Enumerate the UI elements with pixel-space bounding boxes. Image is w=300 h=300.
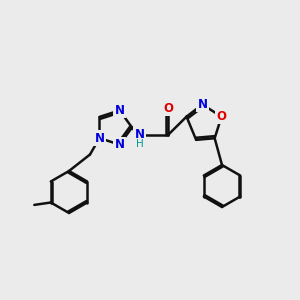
Text: N: N [134,128,145,141]
Text: O: O [217,110,226,123]
Text: N: N [197,98,207,111]
Text: O: O [163,101,173,115]
Text: N: N [94,132,104,145]
Text: H: H [136,139,143,149]
Text: N: N [115,104,124,117]
Text: N: N [115,138,124,151]
